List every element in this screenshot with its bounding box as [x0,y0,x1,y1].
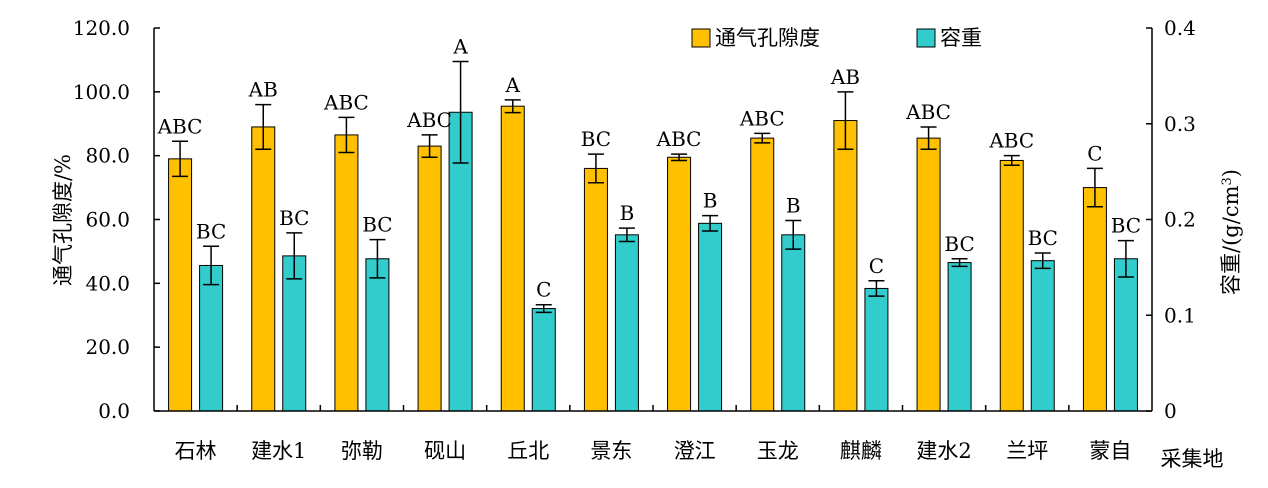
x-category-label: 玉龙 [757,439,799,463]
significance-label: ABC [656,127,702,151]
right-y-axis-title-tail: ) [1219,169,1243,177]
significance-label: A [452,35,468,59]
significance-label: A [505,73,521,97]
x-category-label: 建水2 [916,439,971,463]
left-y-tick-label: 120.0 [73,16,130,40]
significance-label: ABC [406,108,452,132]
bar-bulk-density [698,222,723,412]
bar-bulk-density [947,262,972,412]
significance-label: ABC [739,106,785,130]
right-y-axis-title-main: 容重/(g/cm [1219,185,1243,295]
bars-layer [168,60,1138,412]
right-y-tick-label: 0.2 [1164,208,1196,232]
right-y-axis-title-sup: 3 [1220,177,1235,185]
bar-porosity [667,156,692,412]
x-category-label: 澄江 [674,439,716,463]
right-y-tick-label: 0 [1164,399,1177,423]
bar-porosity [500,105,525,412]
significance-label: BC [944,232,974,256]
left-y-tick-label: 0.0 [98,399,130,423]
x-category-label: 景东 [590,439,632,463]
significance-label: AB [830,65,860,89]
bar-bulk-density [365,258,390,412]
bar-porosity [583,167,608,412]
legend-swatch-porosity [691,28,711,48]
x-category-label: 建水1 [251,439,306,463]
bar-porosity [334,134,359,412]
bar-porosity [916,137,941,412]
bar-bulk-density [1030,260,1055,412]
significance-label: C [536,278,551,302]
left-y-axis-title: 通气孔隙度/% [51,154,75,286]
bar-bulk-density [781,234,806,412]
left-y-tick-label: 80.0 [85,144,130,168]
right-y-axis-title: 容重/(g/cm3) [1219,169,1243,295]
legend-swatch-bulk-density [916,28,936,48]
significance-label: BC [581,127,611,151]
legend-label-bulk-density: 容重 [940,26,982,50]
bar-porosity [417,145,442,412]
legend: 通气孔隙度 容重 [691,26,982,50]
bar-bulk-density [1113,258,1138,412]
left-y-tick-label: 20.0 [85,335,130,359]
x-category-label: 兰坪 [1006,439,1048,463]
bar-bulk-density [864,287,889,412]
significance-label: ABC [905,100,951,124]
significance-label: ABC [323,90,369,114]
x-category-label: 丘北 [507,439,549,463]
significance-label: BC [279,206,309,230]
significance-label: B [786,193,801,217]
bar-bulk-density [614,234,639,412]
x-category-label: 砚山 [424,439,466,463]
significance-label: BC [196,219,226,243]
significance-label: B [620,201,635,225]
bar-porosity [1082,187,1107,412]
bar-porosity [833,120,858,412]
x-category-label: 石林 [175,439,217,463]
right-y-tick-label: 0.1 [1164,303,1196,327]
significance-label: ABC [988,129,1034,153]
left-y-tick-label: 60.0 [85,208,130,232]
significance-label: ABC [157,114,203,138]
bar-porosity [251,126,276,412]
x-axis-title: 采集地 [1161,447,1224,471]
left-y-tick-label: 40.0 [85,271,130,295]
bar-porosity [999,159,1024,412]
left-y-tick-label: 100.0 [73,80,130,104]
significance-label: C [869,254,884,278]
significance-label: BC [1111,214,1141,238]
x-category-label: 弥勒 [341,439,383,463]
bar-porosity [168,158,193,412]
significance-label: B [703,189,718,213]
bar-porosity [750,137,775,412]
ticks-layer: 0.0 20.0 40.0 60.0 80.0 100.0 120.0 0 0.1 0.2 0.3 0… [73,16,1196,463]
bar-bulk-density [199,264,224,412]
x-category-label: 蒙自 [1089,439,1131,463]
legend-label-porosity: 通气孔隙度 [715,26,820,50]
right-y-tick-label: 0.3 [1164,112,1196,136]
significance-label: BC [1028,226,1058,250]
significance-label: BC [362,213,392,237]
significance-label: C [1087,141,1102,165]
significance-label: AB [248,78,278,102]
right-y-tick-label: 0.4 [1164,16,1196,40]
x-category-label: 麒麟 [840,439,882,463]
bar-bulk-density [531,308,556,412]
